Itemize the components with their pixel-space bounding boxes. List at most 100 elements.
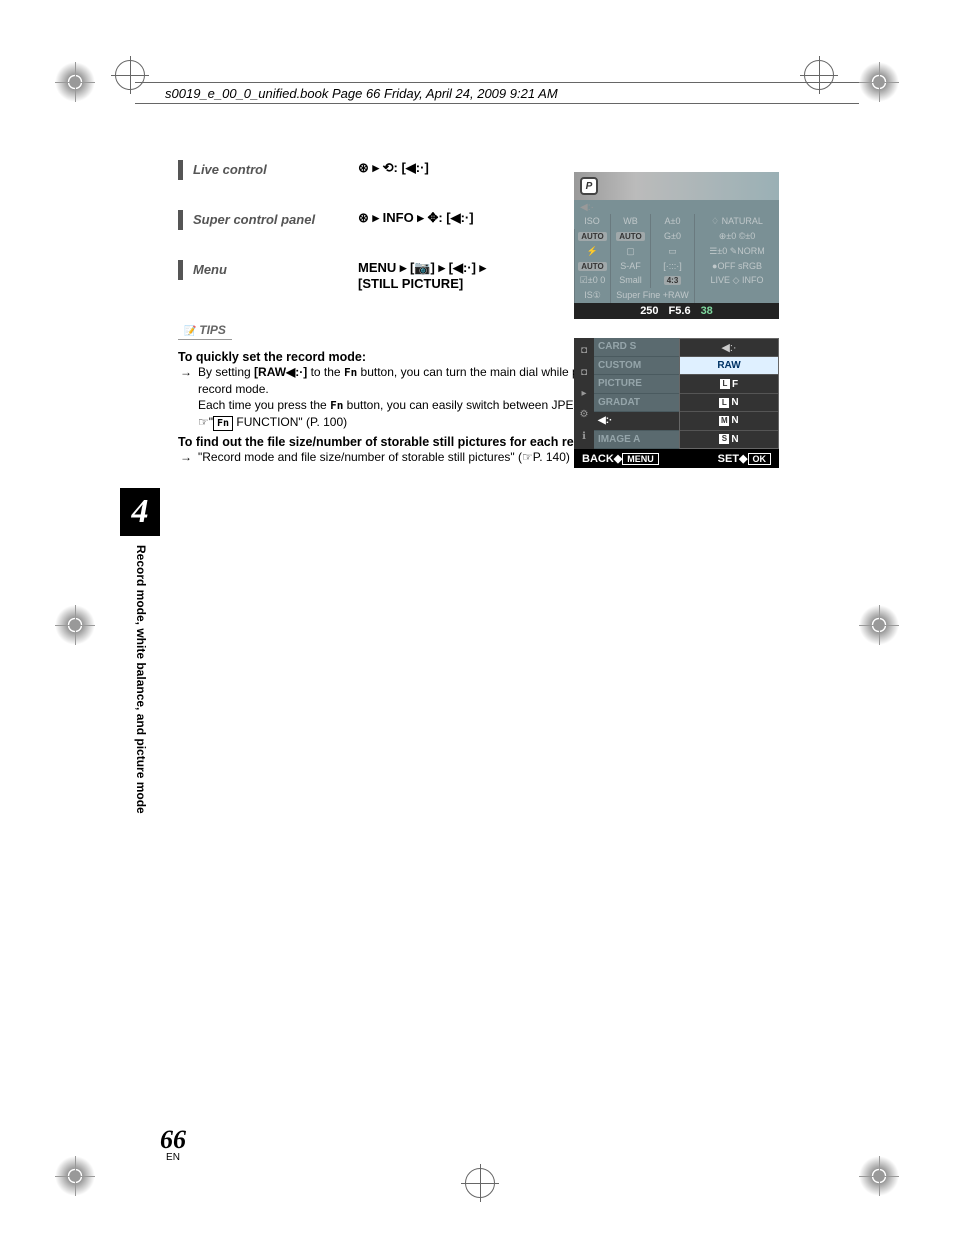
tips-header: TIPS [178, 321, 232, 340]
auto-badge: AUTO [616, 232, 645, 241]
menu-item: PICTURE [594, 375, 679, 394]
size-icon: S [719, 434, 729, 444]
header-rule [135, 82, 859, 83]
chapter-side-label: Record mode, white balance, and picture … [134, 545, 148, 814]
scp-cell: ☑±0 0 [574, 273, 610, 288]
menu-footer: BACK◆MENU SET◆OK [574, 449, 779, 468]
scp-cell: G±0 [650, 229, 694, 244]
menu-icon: ℹ [582, 431, 586, 442]
arrow-icon: → [180, 364, 192, 380]
header-filepath: s0019_e_00_0_unified.book Page 66 Friday… [165, 86, 558, 101]
menu-option-selected: RAW [680, 356, 778, 374]
header-rule [135, 103, 859, 104]
menu-option: LF [680, 374, 778, 392]
menu-key: MENU [622, 453, 659, 465]
menu-icon: ▸ [581, 388, 586, 399]
back-label: BACK◆MENU [582, 452, 659, 465]
size-icon: L [719, 398, 729, 408]
scp-header: P [574, 172, 779, 200]
ratio-badge: 4:3 [664, 276, 682, 285]
tip-text: to the [307, 365, 344, 379]
menu-path-1: MENU ▸ [📷] ▸ [◀:·] ▸ [358, 260, 486, 275]
tip-text: "Record mode and file size/number of sto… [198, 450, 570, 464]
scp-cell: AUTO [574, 229, 610, 244]
auto-badge: AUTO [578, 232, 607, 241]
tip-reference: FUNCTION" (P. 100) [233, 415, 347, 429]
aperture: F5.6 [669, 305, 691, 317]
crop-mark [859, 62, 899, 102]
crop-mark [55, 1156, 95, 1196]
scp-cell: WB [610, 214, 650, 229]
menu-icon: ◘ [581, 367, 587, 378]
tip-text-bold: [RAW◀:·] [254, 365, 307, 379]
scp-cell: ISO [574, 214, 610, 229]
menu-item: CARD S [594, 338, 679, 357]
scp-bottom-bar: 250 F5.6 38 [574, 303, 779, 319]
section-title: Menu [178, 260, 358, 280]
page-number: 66 EN [160, 1125, 186, 1163]
crop-mark [859, 605, 899, 645]
reference-icon: ☞" [198, 415, 213, 429]
chapter-tab: 4 [120, 488, 160, 536]
tip-text: By setting [198, 365, 254, 379]
scp-cell: ☰±0 ✎NORM [694, 244, 779, 259]
menu-right-pane: ◀:· RAW LF LN MN SN [679, 338, 779, 449]
scp-cell: AUTO [610, 229, 650, 244]
scp-cell: ●OFF sRGB [694, 259, 779, 273]
shot-count: 38 [701, 305, 713, 317]
scp-cell: S-AF [610, 259, 650, 273]
super-control-panel-display: P ◀:· ISO WB A±0 ♢ NATURAL AUTO AUTO G±0… [574, 172, 779, 312]
ok-key: OK [748, 453, 772, 465]
menu-icon: ◘ [581, 345, 587, 356]
scp-cell [694, 288, 779, 303]
mode-badge: P [580, 177, 598, 195]
auto-badge: AUTO [578, 262, 607, 271]
menu-path-2: [STILL PICTURE] [358, 276, 463, 291]
section-title: Live control [178, 160, 358, 180]
menu-item: GRADAT [594, 394, 679, 413]
scp-cell: ⚡ [574, 244, 610, 259]
fn-label: Fn [344, 366, 357, 379]
scp-icon-row: ◀:· [574, 200, 779, 214]
registration-mark [804, 60, 834, 90]
menu-display: ◘ ◘ ▸ ⚙ ℹ CARD S CUSTOM PICTURE GRADAT ◀… [574, 338, 779, 468]
size-icon: L [720, 379, 730, 389]
scp-cell: LIVE ◇ INFO [694, 273, 779, 288]
menu-item-selected: ◀:· [594, 412, 679, 431]
menu-option: SN [680, 430, 778, 448]
tip-text: Each time you press the [198, 398, 330, 412]
scp-cell: ▭ [650, 244, 694, 259]
menu-item: IMAGE A [594, 431, 679, 450]
scp-grid: ISO WB A±0 ♢ NATURAL AUTO AUTO G±0 ⊕±0 ©… [574, 214, 779, 303]
menu-option: MN [680, 411, 778, 429]
fn-box-icon: Fn [213, 416, 233, 432]
menu-left-icons: ◘ ◘ ▸ ⚙ ℹ [574, 338, 594, 449]
scp-cell: ♢ NATURAL [694, 214, 779, 229]
menu-items: CARD S CUSTOM PICTURE GRADAT ◀:· IMAGE A [594, 338, 679, 449]
registration-mark [115, 60, 145, 90]
menu-option: LN [680, 393, 778, 411]
scp-cell: IS① [574, 288, 610, 303]
scp-cell: Super Fine +RAW [610, 288, 694, 303]
crop-mark [859, 1156, 899, 1196]
scp-cell: ▢ [610, 244, 650, 259]
section-title: Super control panel [178, 210, 358, 230]
set-label: SET◆OK [718, 452, 771, 465]
menu-right-header: ◀:· [680, 339, 778, 356]
crop-mark [55, 605, 95, 645]
fn-label: Fn [330, 399, 343, 412]
page-number-value: 66 [160, 1125, 186, 1154]
size-icon: M [719, 416, 729, 426]
crop-mark [55, 62, 95, 102]
menu-body: ◘ ◘ ▸ ⚙ ℹ CARD S CUSTOM PICTURE GRADAT ◀… [574, 338, 779, 449]
scp-cell: A±0 [650, 214, 694, 229]
scp-cell: 4:3 [650, 273, 694, 288]
scp-cell: [·:::·] [650, 259, 694, 273]
arrow-icon: → [180, 449, 192, 465]
shutter-speed: 250 [640, 305, 658, 317]
scp-cell: AUTO [574, 259, 610, 273]
menu-item: CUSTOM [594, 357, 679, 376]
registration-mark [465, 1168, 495, 1198]
scp-cell: ⊕±0 ©±0 [694, 229, 779, 244]
menu-icon: ⚙ [580, 409, 589, 420]
